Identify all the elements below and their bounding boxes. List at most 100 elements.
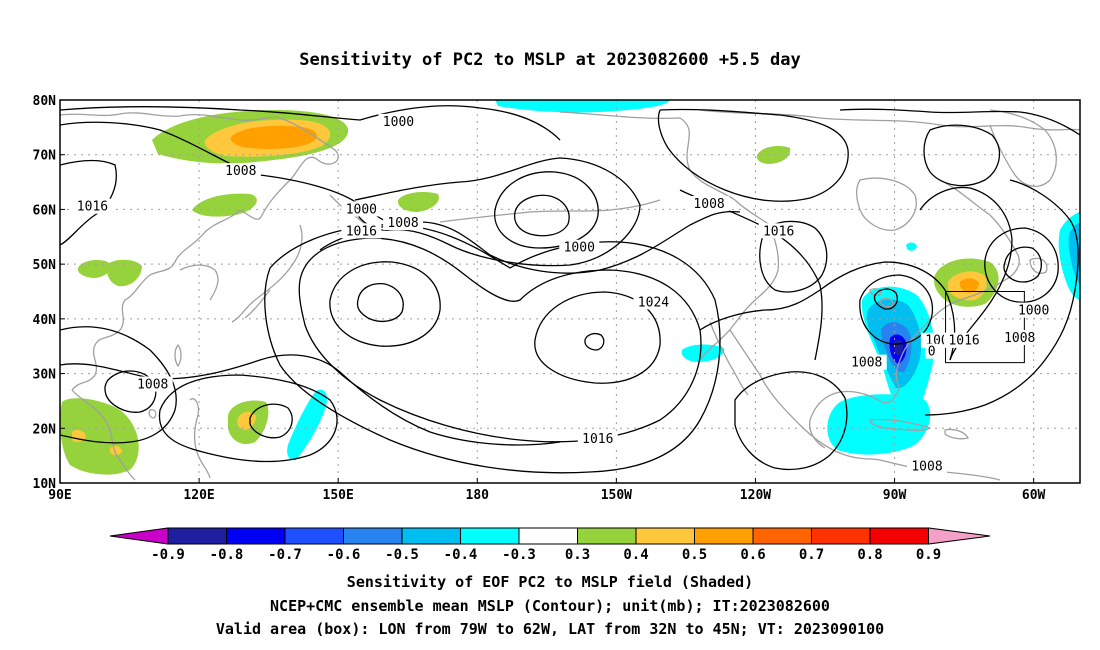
lon-tick-label: 90W	[883, 488, 907, 503]
shade-pacific-green-a	[397, 192, 439, 212]
contour-label-bg	[341, 201, 382, 217]
contour-labels: 1000 1008 1016 1000 1008 1016 1000 1008 1016 1024…	[72, 113, 1054, 475]
contour-1000-aleutian-inner	[513, 194, 570, 237]
lat-tick-label: 20N	[33, 422, 57, 437]
contour-1024-far-atlantic	[923, 124, 1001, 187]
contour-label: 1016	[948, 334, 979, 349]
contour-label-bg	[907, 458, 947, 474]
contour-1008-subtropical	[264, 224, 721, 474]
contour-label: 1016	[763, 224, 794, 239]
coast-siberia-north	[60, 112, 281, 122]
contour-label-bg	[383, 215, 424, 231]
map-plot-area: 1000 1008 1016 1000 1008 1016 1000 1008 1016 1024…	[60, 100, 1080, 483]
contour-label-bg	[689, 195, 730, 211]
contour-1008-china-low	[60, 326, 177, 444]
colorbar-tick-label: 0.6	[740, 547, 765, 563]
contour-label-bg	[944, 332, 985, 348]
contour-label-bg	[925, 343, 939, 359]
contour-label: 1000	[346, 202, 377, 217]
contour-label: 1000	[564, 241, 595, 256]
coast-newfoundland	[1029, 257, 1048, 274]
shade-okhotsk-green	[192, 193, 257, 217]
lat-tick-label: 40N	[33, 313, 57, 328]
colorbar-swatch	[577, 527, 637, 545]
lat-tick-label: 80N	[33, 94, 57, 109]
contour-label-bg	[132, 376, 173, 392]
contour-1000-atlantic-low	[984, 227, 1059, 303]
contour-label-bg	[577, 431, 618, 447]
coast-sea-of-japan	[179, 264, 219, 301]
contour-1016-us-east	[859, 274, 934, 345]
contour-label-bg	[633, 294, 674, 310]
coast-us-east	[895, 279, 1006, 389]
colorbar: -0.9 -0.8 -0.7 -0.6 -0.5 -0.4 -0.3 0.3 0.4 0.5 0.6…	[109, 527, 991, 563]
lon-tick-label: 180	[466, 488, 490, 503]
contour-1016-arctic	[839, 108, 1080, 136]
coast-taiwan	[174, 343, 182, 368]
colorbar-swatch	[401, 527, 461, 545]
footer-line-contour: NCEP+CMC ensemble mean MSLP (Contour); u…	[270, 597, 830, 615]
shade-western-pacific-cyan	[287, 389, 328, 461]
contour-label-bg	[72, 198, 113, 214]
lat-tick-label: 70N	[33, 149, 57, 164]
contour-label: 1016	[582, 432, 613, 447]
shade-kamchatka-orange	[230, 125, 318, 149]
contour-label: 0	[928, 345, 936, 360]
colorbar-tick-label: 0.7	[799, 547, 824, 563]
contour-1000-north	[60, 105, 561, 141]
coast-korea-china	[71, 274, 151, 391]
colorbar-tick-label: 0.8	[857, 547, 882, 563]
coast-okhotsk	[149, 209, 241, 276]
contour-1008-canada	[759, 220, 828, 293]
contour-1008-atlantic-trough	[919, 186, 1013, 361]
coast-us-west	[699, 224, 780, 361]
coast-aleutians	[439, 199, 661, 223]
colorbar-swatch	[284, 527, 344, 545]
contour-1016-us-east-inner	[873, 288, 898, 310]
map-title: Sensitivity of PC2 to MSLP at 2023082600…	[299, 50, 801, 70]
shade-mongolia-green	[77, 260, 111, 278]
colorbar-swatch	[343, 527, 403, 545]
coast-alaska	[559, 111, 771, 226]
contour-typhoon-outer	[158, 374, 338, 463]
contour-label: 1008	[911, 460, 942, 475]
shade-china-green	[106, 259, 142, 287]
contour-label: 1008	[851, 356, 882, 371]
footer-line-valid-area: Valid area (box): LON from 79W to 62W, L…	[215, 620, 885, 638]
longitude-tick-labels: 90E 120E 150E 180 150W 120W 90W 60W	[48, 478, 1046, 503]
colorbar-tick-label: -0.3	[502, 547, 536, 563]
contour-label-bg	[846, 354, 887, 370]
lat-tick-label: 60N	[33, 203, 57, 218]
colorbar-under-arrow	[109, 527, 169, 545]
colorbar-swatch	[460, 527, 520, 545]
shade-alaska-green	[756, 146, 791, 164]
coast-philippines	[189, 398, 211, 479]
shade-atlantic-orange	[959, 278, 979, 293]
coast-indochina	[71, 389, 136, 481]
colorbar-swatch	[811, 527, 871, 545]
colorbar-tick-label: -0.4	[444, 547, 478, 563]
lon-tick-label: 150E	[323, 488, 354, 503]
contour-label: 1008	[693, 197, 724, 212]
coast-japan	[231, 224, 303, 323]
contour-1008-aleutian	[354, 157, 641, 267]
coast-great-lakes	[869, 288, 894, 308]
colorbar-swatch	[518, 527, 578, 545]
coast-hispaniola	[944, 428, 969, 440]
colorbar-swatch	[635, 527, 695, 545]
contour-label-bg	[341, 223, 382, 239]
coast-florida-gulf	[809, 387, 901, 449]
colorbar-tick-label: 0.9	[916, 547, 941, 563]
contour-label: 1016	[346, 224, 377, 239]
coast-mexico	[759, 374, 881, 461]
contour-label-bg	[378, 113, 419, 129]
contour-label: 1008	[137, 378, 168, 393]
colorbar-swatch	[226, 527, 286, 545]
coast-kamchatka	[239, 117, 339, 220]
contour-label: 1024	[638, 295, 669, 310]
colorbar-tick-label: 0.5	[682, 547, 707, 563]
colorbar-tick-label: -0.8	[210, 547, 244, 563]
lat-tick-label: 50N	[33, 258, 57, 273]
map-frame	[59, 99, 1081, 484]
